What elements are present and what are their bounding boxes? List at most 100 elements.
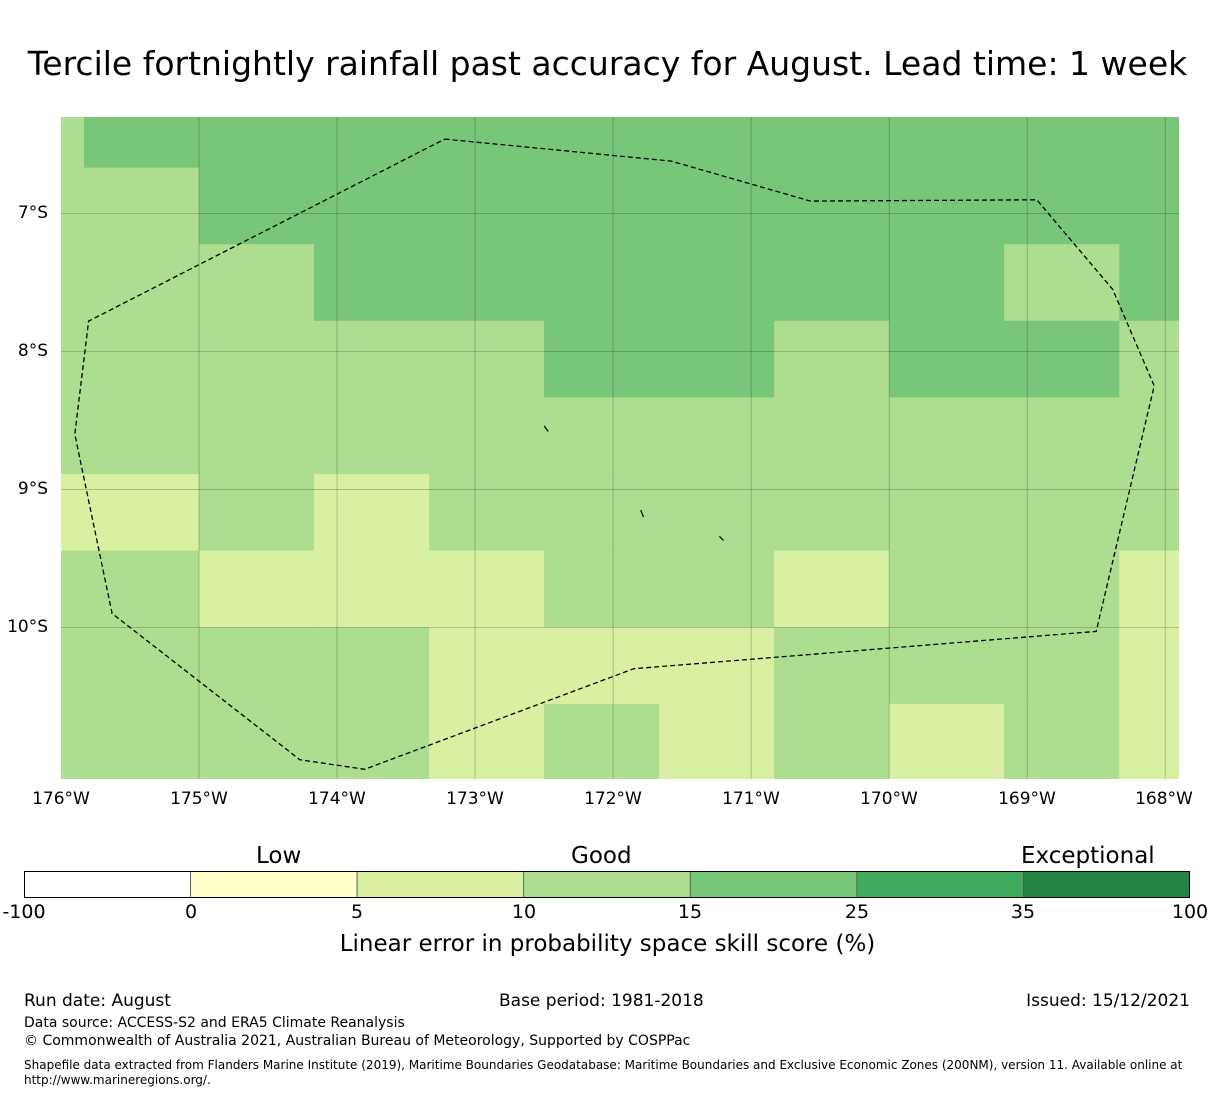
grid-cell bbox=[1004, 320, 1120, 398]
map-panel bbox=[61, 117, 1179, 779]
island-coastline bbox=[640, 509, 645, 518]
grid-cell bbox=[1119, 167, 1179, 245]
lon-label: 173°W bbox=[446, 789, 504, 809]
grid-cell bbox=[1004, 627, 1120, 705]
run-date: Run date: August bbox=[24, 991, 171, 1011]
grid-cell bbox=[313, 474, 430, 552]
grid-cell bbox=[1004, 167, 1120, 245]
grid-cell bbox=[61, 244, 85, 322]
grid-cell bbox=[659, 474, 775, 552]
grid-cell bbox=[1004, 550, 1120, 628]
colorbar-swatch bbox=[356, 870, 525, 899]
grid-cell bbox=[659, 117, 775, 169]
lat-label: 10°S bbox=[7, 617, 48, 637]
grid-cell bbox=[313, 627, 430, 705]
grid-cell bbox=[61, 117, 85, 169]
colorbar-swatch bbox=[23, 870, 191, 899]
grid-cell bbox=[61, 627, 85, 705]
grid-cell bbox=[1004, 474, 1120, 552]
map-title: Tercile fortnightly rainfall past accura… bbox=[27, 44, 1188, 83]
grid-cell bbox=[1004, 244, 1120, 322]
grid-cell bbox=[659, 244, 775, 322]
colorbar-label: Linear error in probability space skill … bbox=[339, 931, 876, 957]
grid-cell bbox=[199, 117, 315, 169]
eez-boundary bbox=[74, 138, 1155, 770]
grid-cell bbox=[1119, 550, 1179, 628]
lon-label: 176°W bbox=[32, 789, 90, 809]
grid-cell bbox=[774, 627, 890, 705]
lon-label: 168°W bbox=[1135, 789, 1193, 809]
grid-cell bbox=[774, 703, 890, 779]
grid-cell bbox=[199, 167, 315, 245]
grid-cell bbox=[61, 550, 85, 628]
grid-cell bbox=[429, 627, 545, 705]
colorbar-category-low: Low bbox=[256, 843, 302, 869]
grid-cell bbox=[544, 397, 660, 475]
grid-cell bbox=[889, 474, 1005, 552]
grid-cell bbox=[429, 397, 545, 475]
colorbar-category-exceptional: Exceptional bbox=[1021, 843, 1155, 869]
grid-cell bbox=[544, 167, 660, 245]
grid-cell bbox=[199, 550, 315, 628]
colorbar-tick: 0 bbox=[184, 901, 198, 923]
colorbar-tick: 15 bbox=[677, 901, 703, 923]
island-coastline bbox=[718, 535, 724, 541]
grid-cell bbox=[889, 320, 1005, 398]
grid-cell bbox=[889, 397, 1005, 475]
grid-cell bbox=[313, 244, 430, 322]
grid-cell bbox=[84, 550, 200, 628]
grid-cell bbox=[1119, 117, 1179, 169]
lon-label: 170°W bbox=[860, 789, 918, 809]
grid-cell bbox=[544, 474, 660, 552]
issued-date: Issued: 15/12/2021 bbox=[1026, 991, 1190, 1011]
grid-cell bbox=[659, 320, 775, 398]
lat-label: 9°S bbox=[17, 479, 48, 499]
lon-label: 171°W bbox=[722, 789, 780, 809]
colorbar-swatch bbox=[1023, 870, 1191, 899]
grid-cell bbox=[199, 244, 315, 322]
grid-cell bbox=[774, 550, 890, 628]
grid-cell bbox=[659, 167, 775, 245]
copyright-notice: © Commonwealth of Australia 2021, Austra… bbox=[24, 1033, 691, 1049]
grid-cell bbox=[84, 244, 200, 322]
grid-cell bbox=[659, 550, 775, 628]
grid-cell bbox=[84, 703, 200, 779]
grid-cell bbox=[1119, 397, 1179, 475]
colorbar-swatch bbox=[523, 870, 691, 899]
colorbar-tick: 10 bbox=[511, 901, 537, 923]
colorbar-swatches bbox=[23, 870, 1191, 899]
colorbar-border bbox=[24, 871, 1190, 898]
grid-cell bbox=[659, 627, 775, 705]
grid-cell bbox=[199, 703, 315, 779]
grid-cell bbox=[889, 117, 1005, 169]
grid-cell bbox=[429, 474, 545, 552]
grid-cell bbox=[61, 320, 85, 398]
grid-cell bbox=[544, 550, 660, 628]
grid-cell bbox=[84, 320, 200, 398]
grid-cell bbox=[429, 244, 545, 322]
island-coastline bbox=[543, 425, 549, 432]
shapefile-credit: Shapefile data extracted from Flanders M… bbox=[24, 1058, 1183, 1087]
grid-cell bbox=[544, 320, 660, 398]
grid-cell bbox=[84, 474, 200, 552]
grid-cell bbox=[313, 117, 430, 169]
colorbar-tick: -100 bbox=[2, 901, 46, 923]
lon-label: 172°W bbox=[584, 789, 642, 809]
grid-cell bbox=[659, 397, 775, 475]
grid-cell bbox=[313, 550, 430, 628]
grid-cell bbox=[659, 703, 775, 779]
grid-cell bbox=[84, 117, 200, 169]
grid-cell bbox=[199, 474, 315, 552]
grid-cell bbox=[774, 117, 890, 169]
grid-cell bbox=[313, 703, 430, 779]
lon-label: 169°W bbox=[998, 789, 1056, 809]
grid-cell bbox=[774, 244, 890, 322]
grid-cell bbox=[199, 397, 315, 475]
colorbar-tick: 35 bbox=[1010, 901, 1036, 923]
colorbar-tick: 5 bbox=[350, 901, 364, 923]
grid-cell bbox=[889, 167, 1005, 245]
lon-label: 175°W bbox=[170, 789, 228, 809]
base-period: Base period: 1981-2018 bbox=[499, 991, 704, 1011]
grid-cell bbox=[199, 320, 315, 398]
grid-cell bbox=[889, 627, 1005, 705]
